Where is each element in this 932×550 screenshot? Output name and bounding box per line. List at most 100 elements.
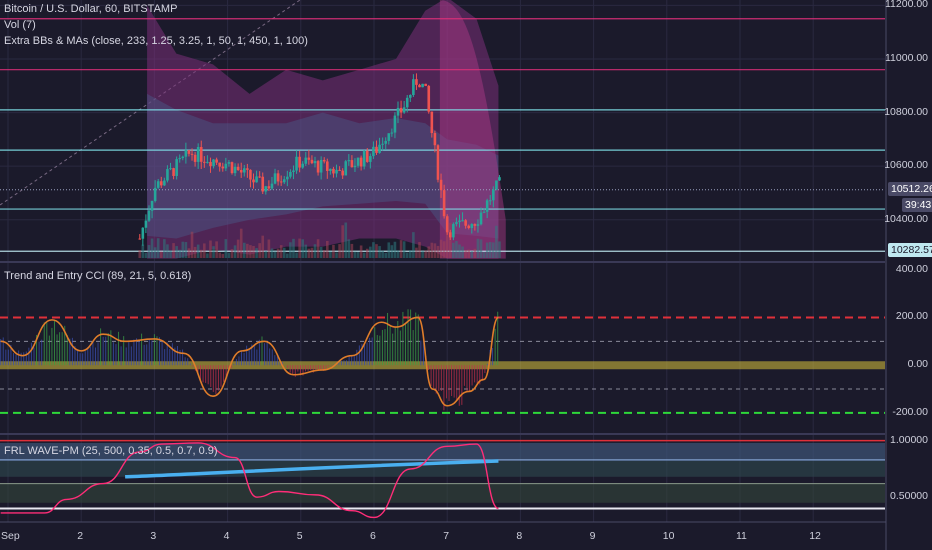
candle-body [464, 220, 467, 226]
candle-body [347, 160, 351, 162]
candle-body [421, 83, 424, 88]
volume-bar [473, 248, 477, 258]
volume-bar [258, 243, 261, 258]
candle-body [338, 169, 341, 171]
candle-body [313, 161, 317, 164]
candle-body [273, 173, 277, 184]
volume-bar [492, 242, 495, 258]
price-tick-label: 11000.00 [884, 51, 928, 64]
volume-bar [485, 242, 489, 258]
volume-bar [335, 252, 338, 258]
candle-body [249, 169, 252, 180]
countdown-tag: 39:43 [902, 197, 932, 212]
volume-bar [458, 244, 461, 258]
candle-body [144, 220, 148, 228]
volume-bar [292, 238, 295, 258]
candle-body [387, 133, 391, 141]
band-curve [439, 0, 506, 259]
volume-bar [365, 248, 369, 258]
wave-line [0, 442, 499, 519]
candle-body [461, 220, 464, 222]
candle-body [224, 163, 228, 169]
volume-bar [209, 240, 212, 258]
time-tick-label: 10 [662, 530, 675, 542]
candle-body [239, 170, 243, 173]
volume-bar [276, 248, 280, 258]
candle-body [350, 160, 354, 168]
candle-body [295, 156, 298, 171]
candle-body [292, 170, 295, 172]
candle-body [184, 150, 188, 157]
price-tick-label: 10800.00 [884, 105, 928, 118]
volume-bar [304, 244, 308, 258]
volume-bar [448, 222, 452, 258]
candle-body [178, 158, 182, 160]
candle-body [199, 146, 203, 162]
candle-body [353, 165, 357, 168]
volume-bar [479, 239, 483, 258]
volume-bar [464, 249, 467, 258]
candle-body [418, 84, 421, 88]
volume-bar [218, 252, 221, 258]
candle-body [150, 200, 154, 211]
volume-bar [147, 245, 151, 258]
volume-bar [393, 241, 397, 258]
volume-bar [313, 244, 317, 258]
time-tick-label: 9 [589, 530, 596, 542]
volume-bar [289, 242, 292, 258]
volume-legend[interactable]: Vol (7) [4, 19, 36, 31]
volume-bar [301, 239, 305, 258]
volume-bar [166, 244, 169, 258]
volume-bar [436, 245, 440, 258]
volume-bar [372, 242, 375, 258]
wave-legend[interactable]: FRL WAVE-PM (25, 500, 0.35, 0.5, 0.7, 0.… [4, 445, 218, 457]
bollinger-band-outer [147, 0, 499, 259]
candle-body [467, 225, 471, 229]
volume-bar [344, 222, 348, 258]
volume-bar [169, 250, 172, 258]
candle-body [396, 107, 400, 116]
candle-body [332, 168, 335, 174]
candle-body [375, 146, 378, 153]
candle-body [230, 162, 234, 174]
volume-bar [332, 244, 335, 258]
volume-bar [172, 243, 175, 258]
volume-bar [295, 252, 298, 258]
volume-bar [298, 238, 301, 258]
indicator-legend[interactable]: Extra BBs & MAs (close, 233, 1.25, 3.25,… [4, 35, 308, 47]
volume-bar [163, 239, 166, 258]
volume-bar [221, 253, 225, 258]
volume-bar [498, 241, 501, 258]
candle-body [409, 94, 412, 98]
volume-bar [319, 246, 323, 258]
candle-body [322, 159, 326, 162]
symbol-title[interactable]: Bitcoin / U.S. Dollar, 60, BITSTAMP [4, 3, 178, 15]
volume-bar [159, 251, 163, 258]
cci-tick-label: 200.00 [895, 310, 928, 323]
wave-tick-label: 0.50000 [890, 490, 928, 503]
candle-body [362, 150, 366, 167]
volume-bar [359, 245, 363, 258]
volume-bar [402, 241, 406, 258]
time-tick-label: 8 [516, 530, 523, 542]
candle-body [264, 186, 268, 192]
candle-body [181, 156, 185, 159]
volume-bar [187, 248, 191, 258]
volume-bar [362, 252, 366, 258]
candle-body [236, 166, 240, 171]
volume-bar [316, 239, 320, 258]
cci-legend[interactable]: Trend and Entry CCI (89, 21, 5, 0.618) [4, 270, 192, 282]
time-tick-label: 7 [443, 530, 450, 542]
volume-bar [273, 251, 277, 258]
candle-body [233, 166, 237, 174]
candle-body [301, 163, 305, 168]
volume-bar [246, 243, 249, 258]
candle-body [476, 224, 480, 226]
candle-body [261, 176, 265, 192]
candle-body [488, 200, 492, 202]
candle-body [212, 159, 215, 167]
volume-bar [279, 245, 283, 258]
volume-bar [175, 246, 178, 258]
price-tick-label: 10600.00 [884, 159, 928, 172]
